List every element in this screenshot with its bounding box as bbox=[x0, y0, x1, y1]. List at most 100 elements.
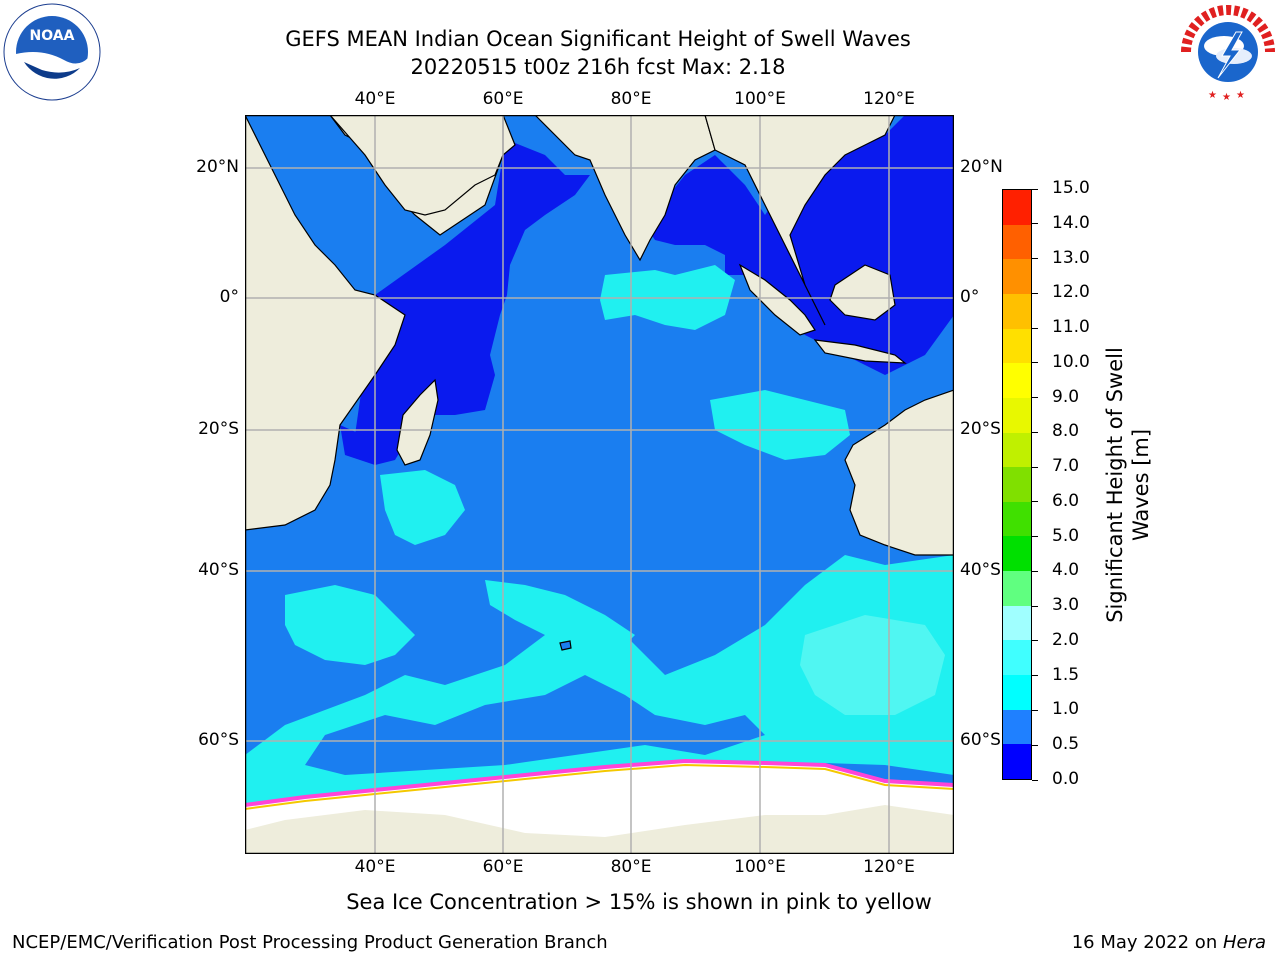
colorbar-segment-4 bbox=[1003, 605, 1031, 641]
sea-ice-edge-pink bbox=[244, 758, 955, 807]
colorbar-label-line1: Significant Height of Swell bbox=[1103, 347, 1127, 623]
colorbar-tick-mark-15 bbox=[1032, 258, 1038, 260]
colorbar-tick-mark-9 bbox=[1032, 466, 1038, 468]
colorbar-tick-label-7: 5.0 bbox=[1052, 525, 1080, 546]
lat-label-right-3: 40°S bbox=[960, 560, 1001, 580]
svg-text:★: ★ bbox=[1222, 92, 1231, 102]
colorbar-segment-3 bbox=[1003, 639, 1031, 676]
colorbar-tick-mark-16 bbox=[1032, 223, 1038, 225]
colorbar-tick-mark-8 bbox=[1032, 501, 1038, 503]
lon-label-bottom-4: 120°E bbox=[863, 857, 915, 877]
lat-label-right-0: 20°N bbox=[960, 157, 1003, 177]
svg-text:★: ★ bbox=[1236, 90, 1245, 101]
colorbar-segment-2 bbox=[1003, 674, 1031, 710]
colorbar-tick-label-6: 4.0 bbox=[1052, 560, 1080, 581]
colorbar-tick-mark-4 bbox=[1032, 640, 1038, 642]
southern-ocean-patch-central bbox=[485, 580, 635, 655]
footer-date-text: 16 May 2022 on bbox=[1071, 932, 1223, 953]
colorbar-tick-mark-11 bbox=[1032, 397, 1038, 399]
noaa-logo-text: NOAA bbox=[30, 28, 75, 44]
colorbar-tick-label-15: 13.0 bbox=[1052, 247, 1090, 268]
australia-land bbox=[844, 389, 955, 556]
sea-ice bbox=[245, 761, 954, 837]
colorbar-tick-label-8: 6.0 bbox=[1052, 490, 1080, 511]
colorbar-segment-9 bbox=[1003, 432, 1031, 468]
map-canvas bbox=[244, 114, 955, 855]
madagascar-land bbox=[396, 378, 439, 466]
colorbar-segment-15 bbox=[1003, 224, 1031, 260]
colorbar-tick-mark-7 bbox=[1032, 536, 1038, 538]
noaa-logo: NOAA bbox=[2, 2, 102, 102]
mozambique-low-swell bbox=[340, 385, 435, 465]
colorbar-segment-12 bbox=[1003, 328, 1031, 364]
colorbar-tick-label-11: 9.0 bbox=[1052, 386, 1080, 407]
lat-label-left-4: 60°S bbox=[198, 730, 239, 750]
colorbar-tick-mark-13 bbox=[1032, 327, 1038, 329]
map-frame bbox=[244, 114, 955, 855]
africa-land bbox=[244, 114, 516, 531]
colorbar-tick-mark-17 bbox=[1032, 188, 1038, 190]
lat-label-left-3: 40°S bbox=[198, 560, 239, 580]
map-panel bbox=[244, 114, 955, 855]
lon-label-top-0: 40°E bbox=[354, 89, 396, 109]
footer-credit: NCEP/EMC/Verification Post Processing Pr… bbox=[12, 932, 608, 953]
colorbar-tick-mark-10 bbox=[1032, 431, 1038, 433]
sea-ice-note: Sea Ice Concentration > 15% is shown in … bbox=[346, 890, 932, 914]
colorbar-segment-13 bbox=[1003, 293, 1031, 329]
colorbar-tick-mark-6 bbox=[1032, 570, 1038, 572]
chart-title: GEFS MEAN Indian Ocean Significant Heigh… bbox=[285, 27, 911, 51]
colorbar-tick-label-3: 1.5 bbox=[1052, 664, 1080, 685]
nws-logo: ★ ★ ★ bbox=[1178, 2, 1278, 103]
colorbar-tick-label-10: 8.0 bbox=[1052, 421, 1080, 442]
lon-label-bottom-1: 60°E bbox=[482, 857, 524, 877]
southern-ocean-patch-west bbox=[285, 585, 415, 665]
lon-label-bottom-0: 40°E bbox=[354, 857, 396, 877]
lon-label-top-3: 100°E bbox=[734, 89, 786, 109]
lon-label-top-1: 60°E bbox=[482, 89, 524, 109]
madagascar-east-swell-patch bbox=[380, 470, 465, 545]
colorbar-segment-6 bbox=[1003, 535, 1031, 572]
colorbar-tick-mark-1 bbox=[1032, 744, 1038, 746]
lat-label-right-1: 0° bbox=[960, 287, 980, 307]
colorbar-segment-5 bbox=[1003, 570, 1031, 606]
colorbar-tick-label-13: 11.0 bbox=[1052, 317, 1090, 338]
lon-label-bottom-2: 80°E bbox=[610, 857, 652, 877]
south-australia-light-swell bbox=[800, 615, 945, 715]
west-australia-swell-patch bbox=[710, 390, 850, 460]
colorbar-segment-8 bbox=[1003, 466, 1031, 502]
colorbar-tick-mark-3 bbox=[1032, 675, 1038, 677]
lat-label-left-0: 20°N bbox=[196, 157, 239, 177]
colorbar-tick-mark-0 bbox=[1032, 779, 1038, 781]
kerguelen-island bbox=[559, 640, 572, 651]
sea-ice-edge-yellow bbox=[244, 763, 955, 810]
colorbar-tick-mark-14 bbox=[1032, 292, 1038, 294]
colorbar-segment-11 bbox=[1003, 362, 1031, 398]
lat-label-right-2: 20°S bbox=[960, 419, 1001, 439]
colorbar-tick-label-12: 10.0 bbox=[1052, 351, 1090, 372]
colorbar-segment-16 bbox=[1003, 189, 1031, 225]
colorbar-segment-10 bbox=[1003, 397, 1031, 433]
borneo-land bbox=[829, 264, 896, 321]
colorbar-tick-label-17: 15.0 bbox=[1052, 178, 1090, 198]
colorbar-tick-mark-5 bbox=[1032, 605, 1038, 607]
colorbar-segment-1 bbox=[1003, 709, 1031, 745]
map-gridlines bbox=[245, 115, 954, 854]
colorbar-tick-label-4: 2.0 bbox=[1052, 629, 1080, 650]
footer-date: 16 May 2022 on Hera bbox=[1072, 932, 1266, 953]
colorbar-tick-mark-2 bbox=[1032, 709, 1038, 711]
colorbar-segment-14 bbox=[1003, 258, 1031, 294]
lat-label-left-2: 20°S bbox=[198, 419, 239, 439]
lat-label-right-4: 60°S bbox=[960, 730, 1001, 750]
colorbar-label-line2: Waves [m] bbox=[1129, 428, 1153, 542]
arabian-sea-low-swell bbox=[355, 143, 590, 445]
lon-label-top-4: 120°E bbox=[863, 89, 915, 109]
footer-host: Hera bbox=[1222, 932, 1266, 953]
lon-label-bottom-3: 100°E bbox=[734, 857, 786, 877]
colorbar-tick-label-9: 7.0 bbox=[1052, 456, 1080, 477]
southern-ocean-mid-patches bbox=[305, 675, 765, 775]
colorbar-tick-label-0: 0.0 bbox=[1052, 769, 1080, 789]
colorbar-tick-label-16: 14.0 bbox=[1052, 212, 1090, 233]
java-land bbox=[813, 339, 907, 364]
bay-of-bengal-low-swell bbox=[645, 155, 765, 275]
colorbar bbox=[1002, 189, 1032, 780]
